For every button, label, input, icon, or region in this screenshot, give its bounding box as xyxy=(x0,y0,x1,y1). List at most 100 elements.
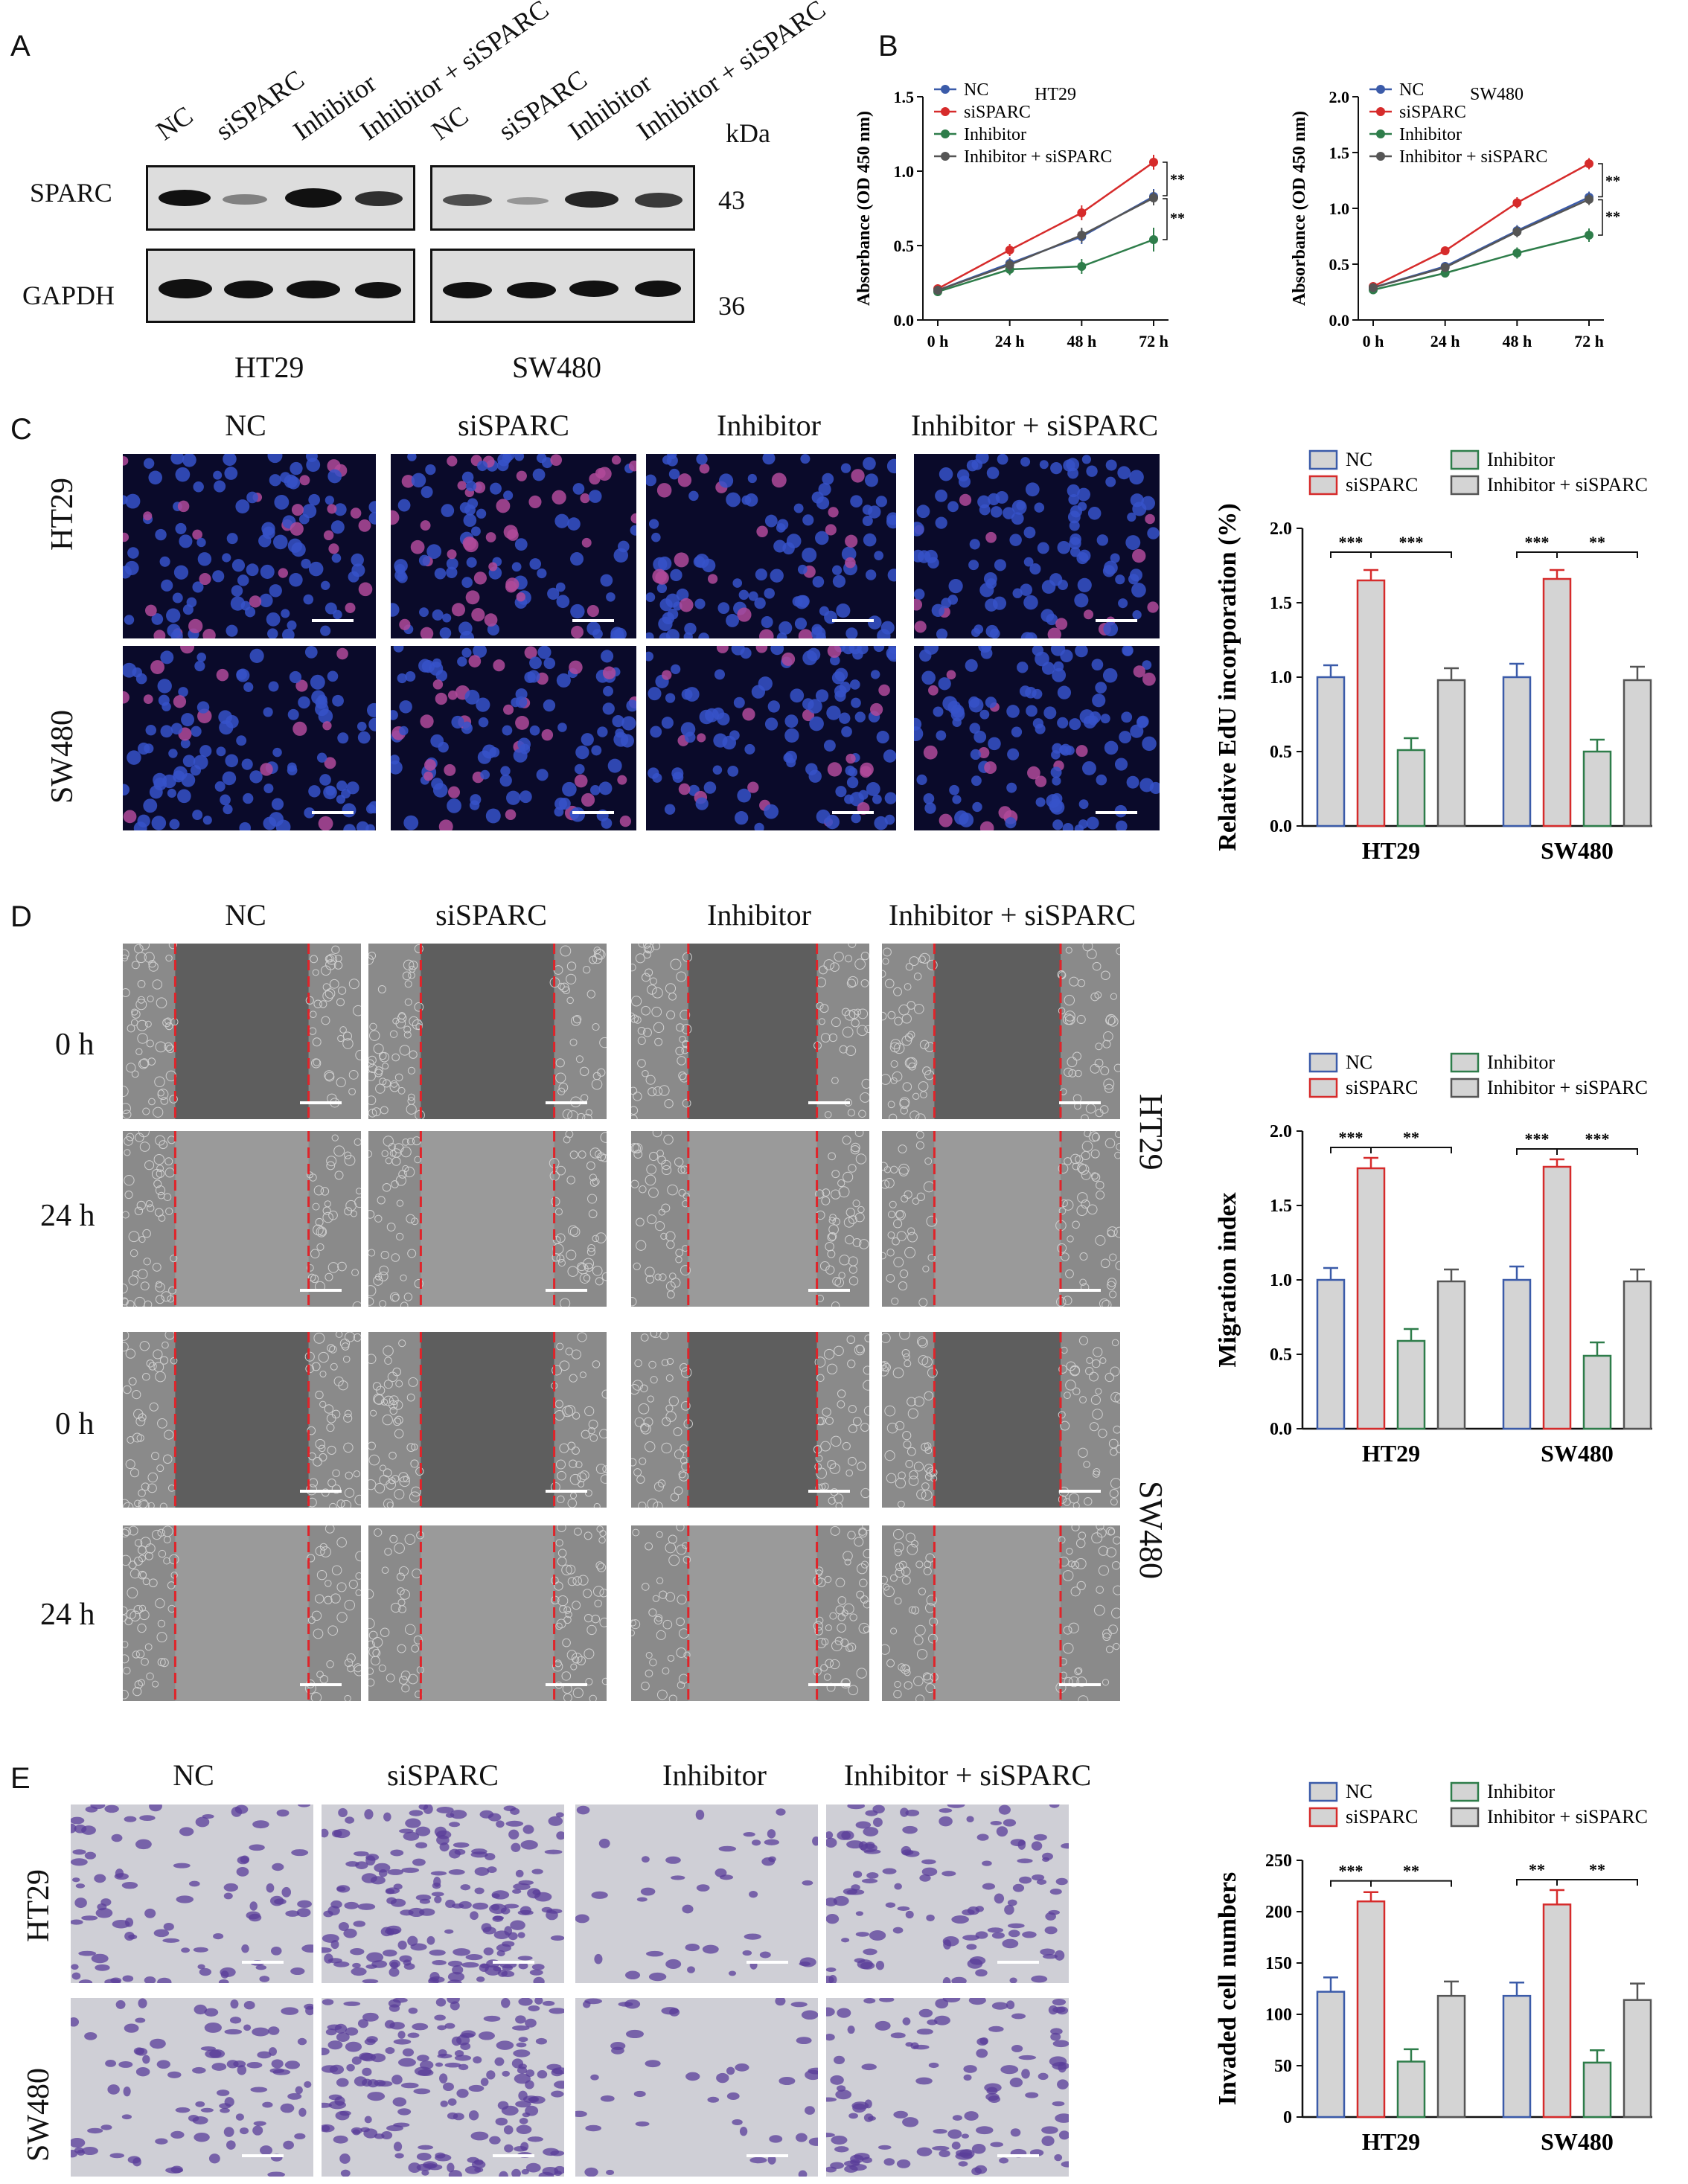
nucleus xyxy=(942,696,958,711)
cell xyxy=(912,1092,920,1100)
stained-cell xyxy=(841,1938,850,1943)
nucleus xyxy=(336,780,348,792)
stained-cell xyxy=(496,2040,514,2050)
cell xyxy=(330,1362,338,1371)
cell xyxy=(368,1108,377,1118)
cell xyxy=(156,1632,167,1643)
nucleus xyxy=(150,660,165,674)
cell xyxy=(676,1525,685,1531)
scale-bar xyxy=(546,1490,587,1493)
cell xyxy=(567,1266,578,1277)
cell xyxy=(368,1630,378,1640)
nucleus xyxy=(1050,462,1063,475)
cell xyxy=(338,986,347,995)
nucleus xyxy=(199,572,211,586)
cell xyxy=(676,1544,687,1555)
nucleus xyxy=(1050,646,1066,656)
cell xyxy=(348,1069,359,1080)
scratch-gap xyxy=(688,1332,817,1508)
cell xyxy=(123,1606,128,1615)
cell xyxy=(633,1262,641,1270)
cell xyxy=(1105,1645,1114,1653)
cell xyxy=(124,1174,135,1186)
nucleus xyxy=(874,816,888,830)
stained-cell xyxy=(400,2082,419,2089)
stained-cell xyxy=(767,2155,776,2165)
cell xyxy=(1093,1347,1103,1357)
kda-value: 36 xyxy=(718,291,745,321)
cell xyxy=(1086,1357,1093,1364)
cell xyxy=(901,1348,910,1357)
cell xyxy=(368,951,377,960)
stained-cell xyxy=(942,1935,959,1947)
cell xyxy=(339,1026,347,1034)
cell xyxy=(339,1338,351,1349)
nucleus xyxy=(818,483,831,496)
cell xyxy=(316,1226,327,1237)
cell xyxy=(601,1389,607,1399)
wound-image xyxy=(882,1131,1120,1307)
nucleus xyxy=(180,646,195,654)
stained-cell xyxy=(863,1998,876,2004)
cell xyxy=(831,1170,840,1179)
stained-cell xyxy=(893,2110,908,2119)
stained-cell xyxy=(826,2133,835,2138)
legend-swatch xyxy=(1450,1077,1480,1098)
cell xyxy=(898,1004,909,1016)
cell xyxy=(1064,1011,1075,1022)
nucleus xyxy=(411,473,426,488)
stained-cell xyxy=(135,1839,152,1850)
nucleus xyxy=(846,776,859,789)
nucleus xyxy=(266,612,281,627)
nucleus xyxy=(289,670,302,684)
nucleus xyxy=(770,646,784,656)
stained-cell xyxy=(982,1883,996,1890)
nucleus xyxy=(465,590,480,605)
stained-cell xyxy=(468,2084,485,2092)
cell xyxy=(134,1206,144,1216)
cell xyxy=(312,1037,322,1047)
nucleus xyxy=(703,781,717,794)
cell xyxy=(134,1296,146,1307)
scale-bar xyxy=(312,811,354,814)
stained-cell xyxy=(518,1962,528,1970)
nucleus xyxy=(397,673,407,684)
stained-cell xyxy=(435,1998,447,2007)
cell xyxy=(1058,1411,1066,1419)
stained-cell xyxy=(863,1827,879,1836)
cell xyxy=(557,982,565,990)
cell xyxy=(1096,1528,1107,1538)
nucleus xyxy=(284,474,298,489)
cell xyxy=(843,1171,854,1182)
cell xyxy=(408,971,415,979)
stained-cell xyxy=(266,1883,275,1893)
cell xyxy=(652,944,661,950)
cell xyxy=(402,971,412,981)
nucleus xyxy=(784,714,799,728)
cell xyxy=(820,1664,828,1672)
cell xyxy=(665,983,677,994)
cell xyxy=(138,1499,148,1508)
nucleus xyxy=(514,454,525,461)
cell xyxy=(312,1203,320,1211)
nucleus xyxy=(191,726,202,737)
cell xyxy=(648,1360,656,1369)
cell xyxy=(151,1452,159,1461)
nucleus xyxy=(403,815,419,830)
cell xyxy=(414,1002,424,1012)
stained-cell xyxy=(910,2042,919,2049)
stained-cell xyxy=(517,1909,534,1915)
stained-cell xyxy=(447,1998,460,2004)
significance-label: ** xyxy=(1403,1862,1419,1880)
cell xyxy=(597,1563,607,1572)
cell xyxy=(569,1150,578,1159)
nucleus xyxy=(918,550,931,563)
nucleus xyxy=(420,627,434,638)
cell xyxy=(825,1416,834,1425)
cell xyxy=(1079,1252,1088,1261)
stained-cell xyxy=(450,1810,467,1819)
nucleus xyxy=(246,563,259,577)
cell xyxy=(1093,1467,1101,1476)
cell xyxy=(555,1459,566,1470)
stained-cell xyxy=(407,1935,418,1947)
